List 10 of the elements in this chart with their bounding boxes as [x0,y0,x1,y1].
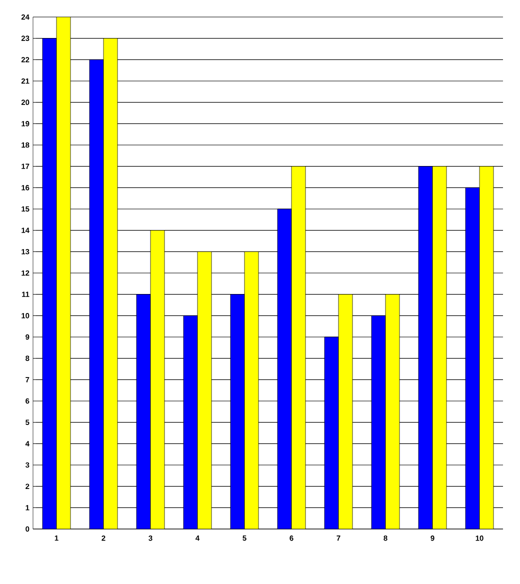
bar [89,59,104,529]
bar [324,336,339,529]
bar [277,208,292,529]
bar [371,315,386,529]
bar [418,166,433,529]
bar [230,294,245,529]
bar [42,38,57,529]
bar [136,294,151,529]
bar [465,187,480,529]
bar [183,315,198,529]
